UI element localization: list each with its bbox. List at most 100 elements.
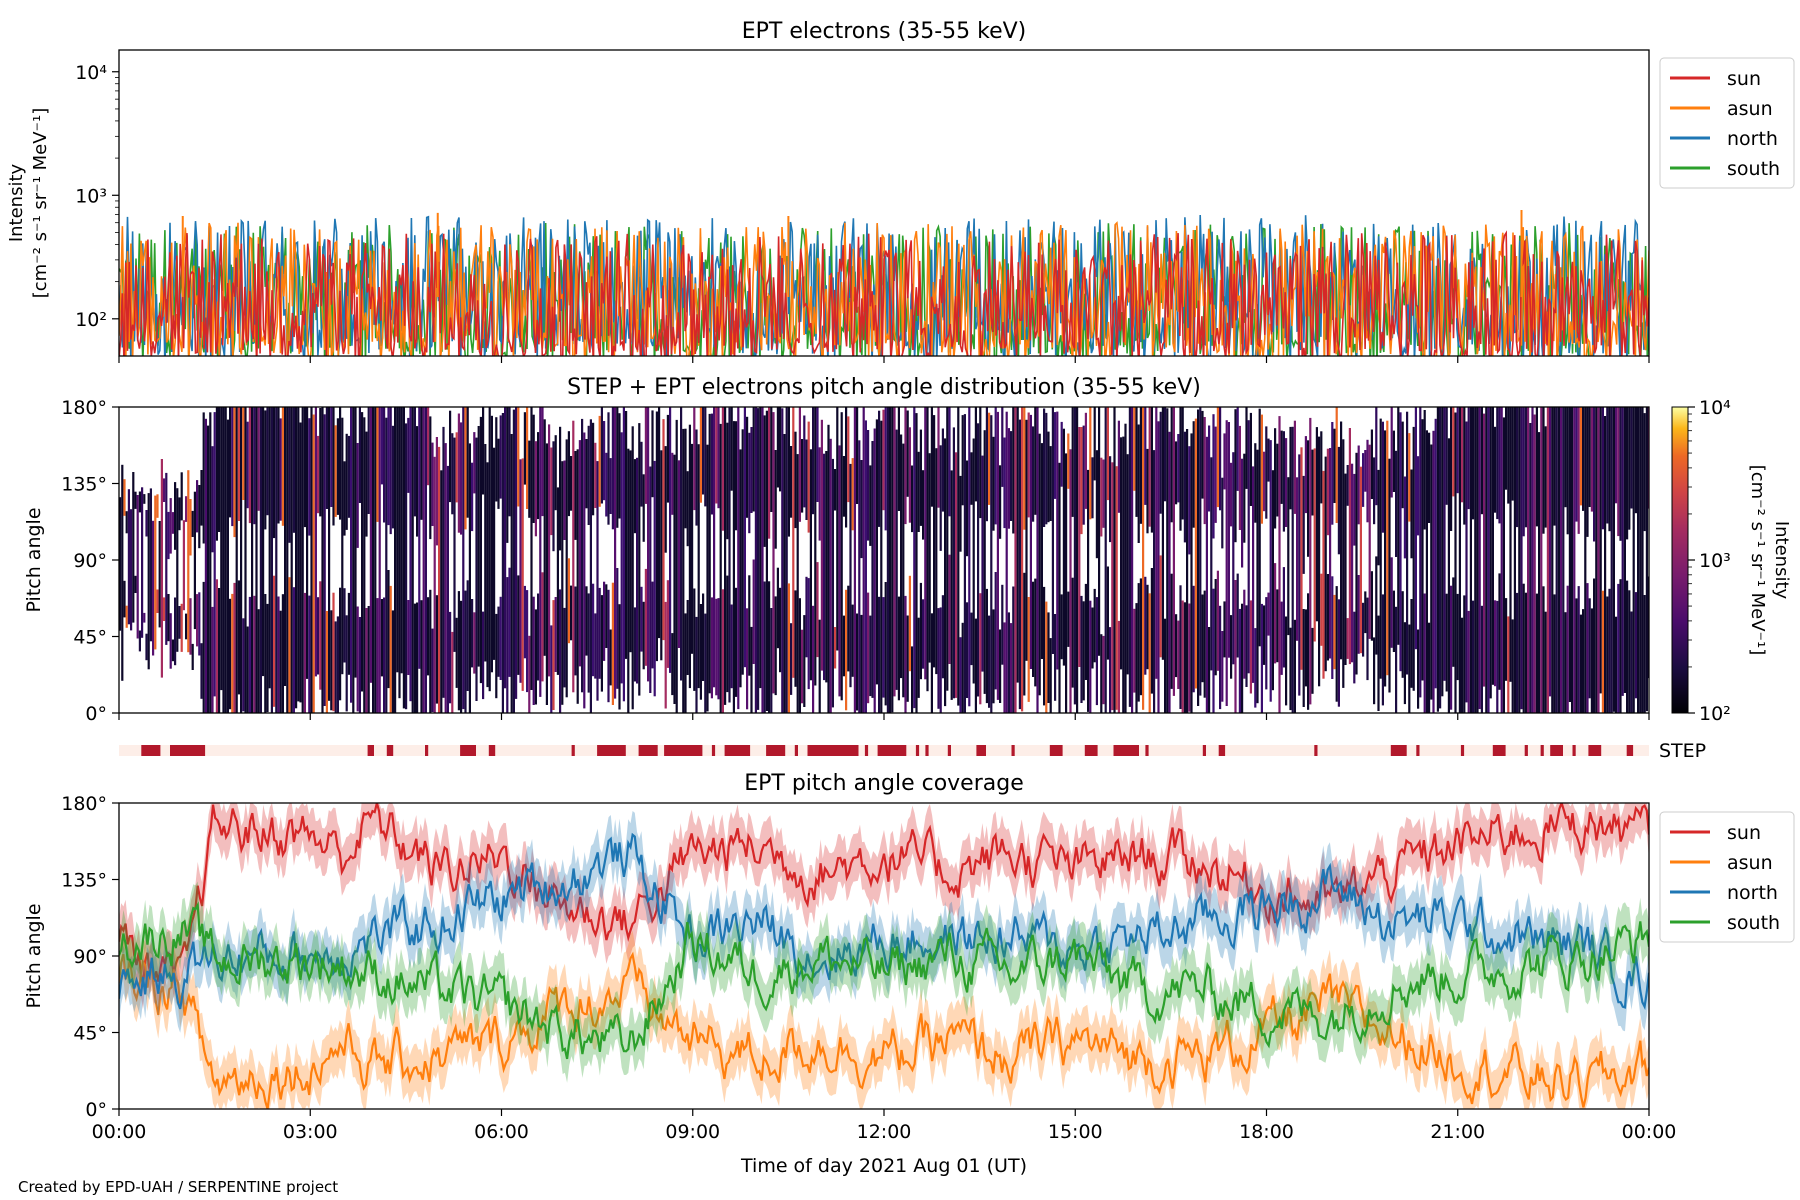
heatmap-cell <box>387 407 390 526</box>
heatmap-cell <box>1406 411 1409 675</box>
heatmap-cell <box>1467 407 1470 510</box>
heatmap-cell <box>783 434 786 713</box>
heatmap-cell <box>244 407 247 713</box>
panel1-ylabel-line2: [cm⁻² s⁻¹ sr⁻¹ MeV⁻¹] <box>30 108 51 299</box>
heatmap-cell <box>435 437 438 546</box>
heatmap-cell <box>420 407 423 520</box>
heatmap-cell <box>1045 601 1048 713</box>
heatmap-cell <box>1258 408 1261 647</box>
heatmap-cell <box>1324 456 1327 672</box>
heatmap-cell <box>1060 594 1063 660</box>
heatmap-cell <box>576 449 579 704</box>
heatmap-cell <box>994 572 997 690</box>
heatmap-cell <box>726 575 729 693</box>
heatmap-cell <box>1390 557 1393 648</box>
heatmap-cell <box>1023 572 1026 696</box>
heatmap-cell <box>1359 466 1362 654</box>
heatmap-cell <box>1612 407 1615 712</box>
heatmap-cell <box>1485 407 1488 713</box>
heatmap-cell <box>1289 426 1292 510</box>
heatmap-cell <box>761 407 764 713</box>
heatmap-cell <box>946 407 949 691</box>
heatmap-cell <box>136 495 139 639</box>
heatmap-cell <box>893 407 896 697</box>
heatmap-cell <box>1509 407 1512 682</box>
heatmap-cell <box>176 488 179 652</box>
heatmap-cell <box>1434 418 1437 689</box>
heatmap-cell <box>1124 423 1127 713</box>
heatmap-cell <box>169 613 172 669</box>
heatmap-cell <box>462 407 465 710</box>
legend3-south-label: south <box>1727 912 1780 934</box>
heatmap-cell <box>570 585 573 641</box>
heatmap-cell <box>1267 438 1270 482</box>
panel1-legend: sun asun north south <box>1659 57 1795 189</box>
heatmap-cell <box>427 407 430 486</box>
heatmap-cell <box>867 430 870 541</box>
heatmap-cell <box>178 606 181 639</box>
heatmap-cell <box>158 521 161 628</box>
heatmap-cell <box>515 407 518 699</box>
heatmap-cell <box>1516 592 1519 713</box>
heatmap-cell <box>567 431 570 517</box>
heatmap-cell <box>794 590 797 687</box>
heatmap-cell <box>1285 438 1288 527</box>
heatmap-cell <box>548 424 551 677</box>
heatmap-cell <box>867 592 870 704</box>
y-tick-label: 180° <box>61 397 107 419</box>
step-coverage-bar <box>1314 745 1318 756</box>
heatmap-cell <box>369 407 372 683</box>
heatmap-cell <box>831 458 834 708</box>
heatmap-cell <box>1027 597 1030 702</box>
heatmap-cell <box>1366 439 1369 523</box>
heatmap-cell <box>1117 620 1120 713</box>
heatmap-cell <box>526 590 529 693</box>
heatmap-cell <box>1245 605 1248 687</box>
heatmap-cell <box>1230 615 1233 679</box>
heatmap-cell <box>1456 593 1459 681</box>
heatmap-cell <box>1177 620 1180 689</box>
intensity-line-sun <box>119 230 1649 356</box>
heatmap-cell <box>693 588 696 691</box>
heatmap-cell <box>1016 407 1019 683</box>
heatmap-cell <box>970 452 973 505</box>
heatmap-cell <box>1282 567 1285 668</box>
heatmap-cell <box>1511 407 1514 501</box>
heatmap-cell <box>1302 609 1305 707</box>
heatmap-cell <box>913 407 916 709</box>
colorbar-label-line1: Intensity <box>1771 521 1792 600</box>
heatmap-cell <box>1197 409 1200 706</box>
heatmap-cell <box>1370 429 1373 499</box>
heatmap-cell <box>675 419 678 713</box>
heatmap-cell <box>900 434 903 679</box>
heatmap-cell <box>1608 407 1611 532</box>
y-tick-label: 135° <box>61 474 107 496</box>
heatmap-cell <box>1505 407 1508 490</box>
heatmap-cell <box>1221 631 1224 702</box>
heatmap-cell <box>785 407 788 713</box>
heatmap-cell <box>1373 637 1376 705</box>
heatmap-cell <box>1067 433 1070 489</box>
heatmap-cell <box>563 607 566 688</box>
heatmap-cell <box>365 608 368 713</box>
heatmap-cell <box>1458 407 1461 713</box>
heatmap-cell <box>1335 586 1338 702</box>
heatmap-cell <box>1309 417 1312 705</box>
legend1-asun-label: asun <box>1727 98 1773 120</box>
heatmap-cell <box>1439 407 1442 709</box>
step-coverage-bar <box>947 745 951 756</box>
heatmap-cell <box>904 595 907 713</box>
heatmap-cell <box>1480 605 1483 713</box>
step-coverage-bar <box>141 745 161 756</box>
step-coverage-bar <box>1390 745 1407 756</box>
heatmap-cell <box>779 587 782 673</box>
heatmap-cell <box>1194 418 1197 689</box>
heatmap-cell <box>1507 616 1510 713</box>
heatmap-cell <box>1606 596 1609 713</box>
y-tick-label: 0° <box>85 1099 107 1121</box>
step-coverage-bars <box>141 745 1634 756</box>
heatmap-cell <box>376 407 379 522</box>
heatmap-cell <box>640 441 643 507</box>
heatmap-cell <box>875 419 878 685</box>
